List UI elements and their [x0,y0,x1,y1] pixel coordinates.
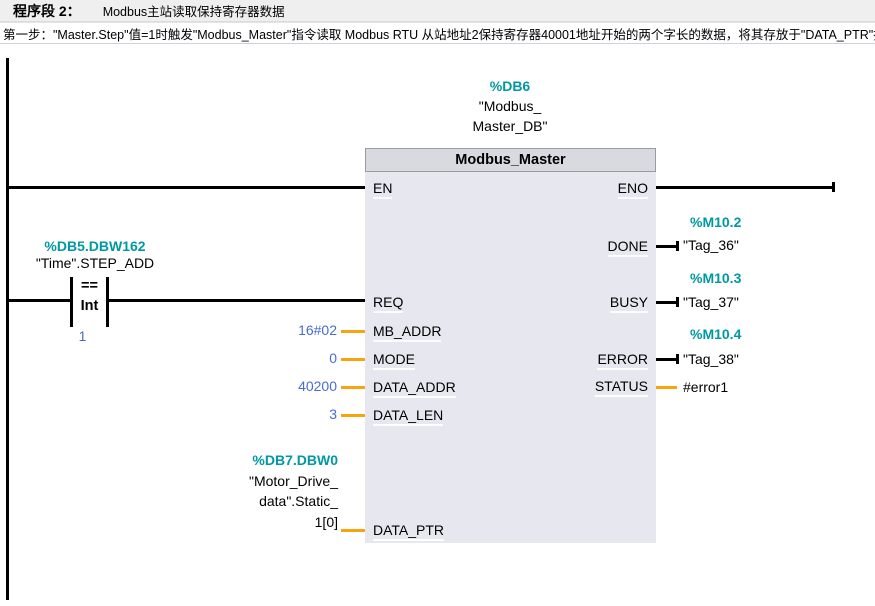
busy-address[interactable]: %M10.3 [690,270,742,286]
data-ptr-address[interactable]: %DB7.DBW0 [252,452,338,468]
error-tag[interactable]: "Tag_38" [683,351,739,367]
pin-status: STATUS [594,378,648,397]
pin-en: EN [373,180,393,199]
value-mb-addr[interactable]: 16#02 [298,322,337,338]
value-data-len[interactable]: 3 [329,406,337,422]
contact-operand-address[interactable]: %DB5.DBW162 [44,238,146,254]
error-address[interactable]: %M10.4 [690,326,742,342]
network-label: 程序段 2： [13,2,81,19]
instance-db-name-line1: "Modbus_ [478,98,542,114]
stub-error [656,358,676,361]
pin-data-ptr: DATA_PTR [373,522,445,541]
stub-mode [341,358,365,361]
status-tag[interactable]: #error1 [683,379,729,395]
pin-eno: ENO [617,180,648,199]
network-title: Modbus主站读取保持寄存器数据 [102,5,285,19]
pin-error: ERROR [597,351,648,370]
pin-busy: BUSY [609,294,648,313]
block-title: Modbus_Master [455,152,566,168]
wire-en [6,186,365,189]
stub-done [656,245,676,248]
pin-mb-addr: MB_ADDR [373,323,442,342]
value-data-addr[interactable]: 40200 [298,378,337,394]
contact-data-type[interactable]: Int [80,298,99,314]
contact-operator[interactable]: == [81,278,98,294]
data-ptr-line1: "Motor_Drive_ [249,472,338,489]
wire-req-right [109,299,365,302]
pin-data-addr: DATA_ADDR [373,379,456,398]
stub-done-terminator [676,241,679,251]
instance-db-address[interactable]: %DB6 [489,78,531,94]
pin-done: DONE [607,238,648,257]
contact-bar-right [106,277,109,327]
pin-req: REQ [373,294,404,313]
data-ptr-line2: data".Static_ [259,493,338,509]
instance-db-name-line2: Master_DB" [472,118,548,134]
stub-data-ptr [341,529,365,532]
value-mode[interactable]: 0 [329,350,337,366]
stub-busy [656,301,676,304]
done-tag[interactable]: "Tag_36" [683,237,739,253]
instance-db[interactable]: %DB6 "Modbus_ Master_DB" [390,76,630,136]
data-ptr-line3: 1[0] [314,513,338,530]
compare-contact[interactable]: %DB5.DBW162 "Time".STEP_ADD == Int 1 [0,232,190,382]
stub-data-addr [341,386,365,389]
busy-tag[interactable]: "Tag_37" [683,294,739,310]
contact-compare-value[interactable]: 1 [78,328,87,344]
stub-data-len [341,414,365,417]
contact-operand-name[interactable]: "Time".STEP_ADD [35,255,155,271]
network-header[interactable]: 程序段 2： Modbus主站读取保持寄存器数据 [0,0,875,22]
power-rail [6,58,9,600]
stub-mb-addr [341,330,365,333]
ladder-canvas: %DB5.DBW162 "Time".STEP_ADD == Int 1 %DB… [0,44,875,606]
pin-mode: MODE [373,351,415,370]
stub-error-terminator [676,354,679,364]
network-comment-row[interactable]: 第一步："Master.Step"值=1时触发"Modbus_Master"指令… [0,22,875,44]
stub-busy-terminator [676,297,679,307]
wire-eno [656,186,835,189]
network-comment: 第一步："Master.Step"值=1时触发"Modbus_Master"指令… [3,27,875,42]
data-ptr-operand[interactable]: %DB7.DBW0 "Motor_Drive_ data".Static_ 1[… [249,450,338,532]
block-body[interactable] [365,172,656,543]
wire-req-left [6,299,70,302]
block-header[interactable]: Modbus_Master [365,148,656,172]
wire-eno-terminator [832,182,835,192]
done-address[interactable]: %M10.2 [690,214,742,230]
contact-bar-left [70,277,73,327]
pin-data-len: DATA_LEN [373,407,444,426]
stub-status [656,386,677,389]
